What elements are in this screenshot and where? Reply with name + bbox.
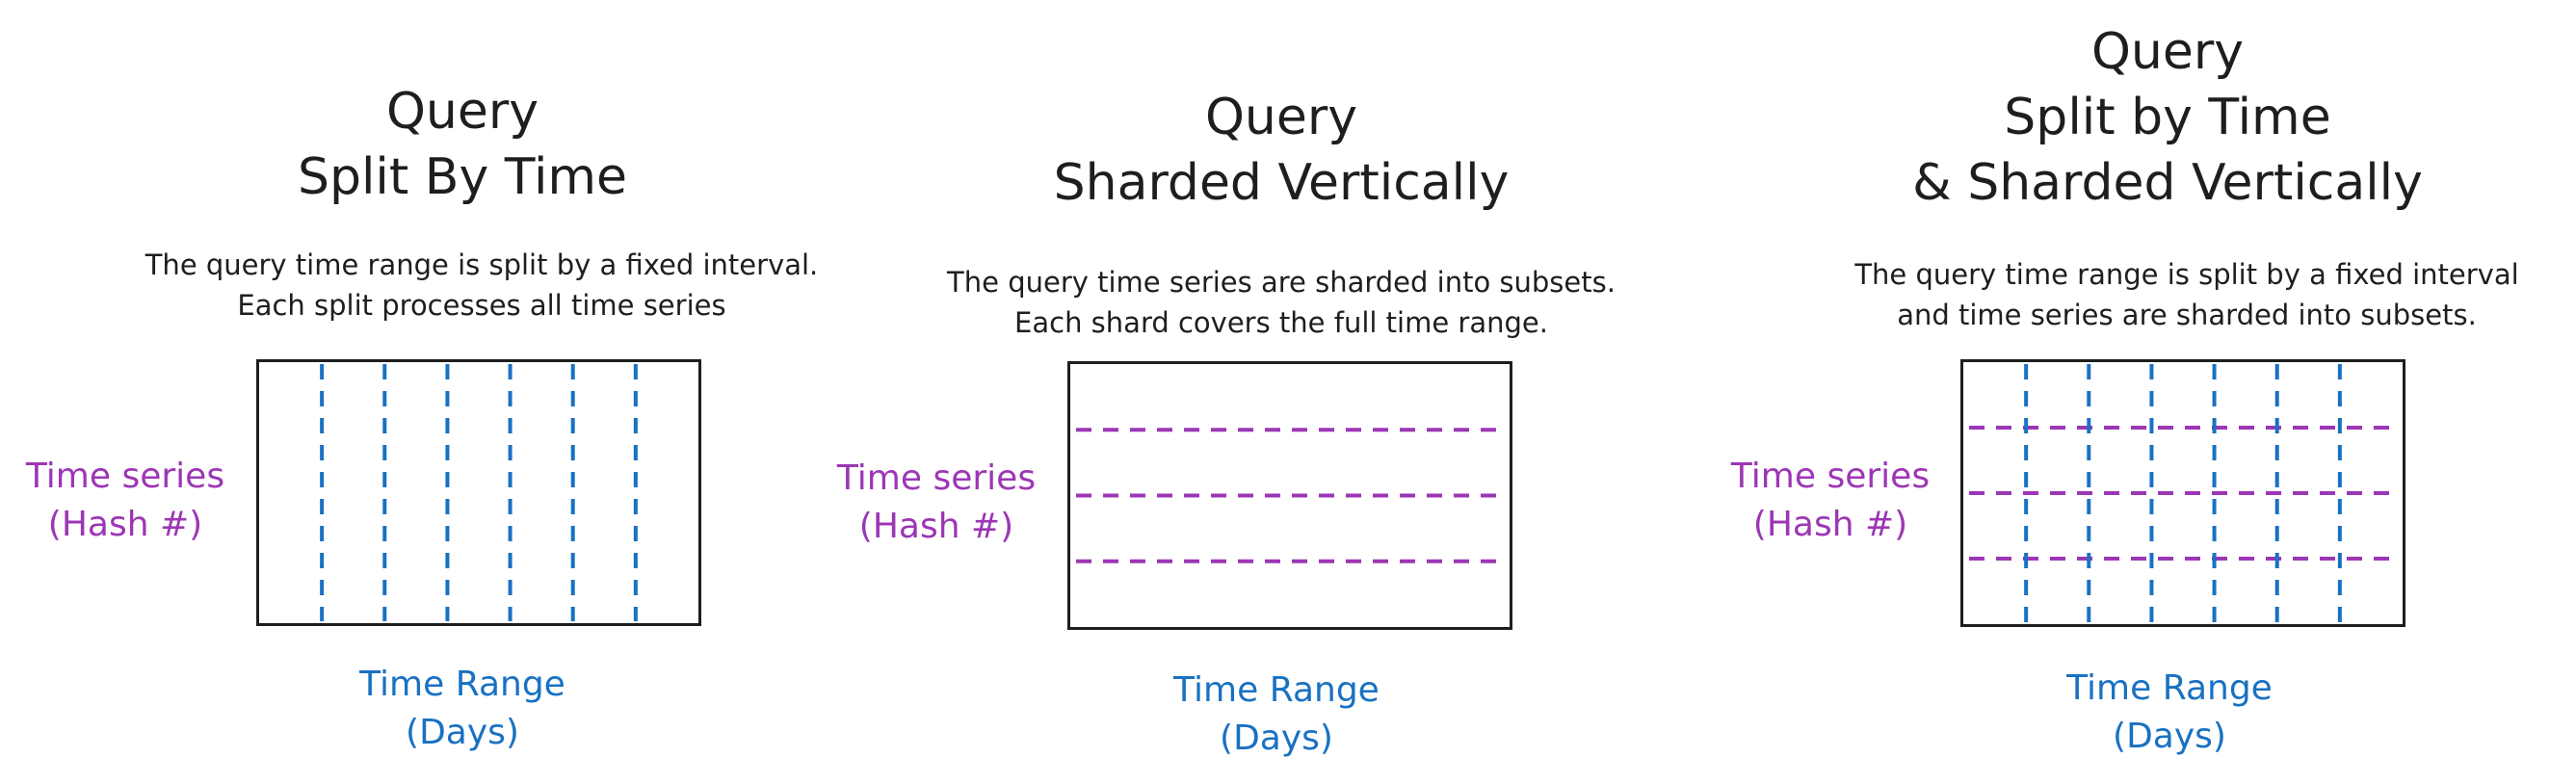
y-label-line: (Hash #)	[47, 505, 203, 544]
x-axis-label: Time Range (Days)	[318, 661, 607, 757]
description-line: Each shard covers the full time range.	[1014, 306, 1548, 339]
title-line: Query	[385, 83, 539, 141]
split-and-shard-lines	[1969, 364, 2397, 622]
panel-title: Query Split by Time & Sharded Vertically	[1898, 19, 2437, 216]
x-label-line: (Days)	[406, 713, 519, 752]
y-axis-label: Time series (Hash #)	[10, 453, 241, 549]
panel-title: Query Sharded Vertically	[1021, 85, 1541, 216]
x-axis-label: Time Range (Days)	[2025, 665, 2314, 761]
description-line: Each split processes all time series	[237, 289, 726, 322]
y-axis-label: Time series (Hash #)	[821, 455, 1052, 551]
title-line: Query	[1204, 89, 1358, 146]
x-label-line: (Days)	[2113, 717, 2226, 756]
query-box	[256, 359, 701, 626]
split-lines	[320, 364, 638, 621]
panel-description: The query time series are sharded into s…	[886, 262, 1676, 343]
title-line: Sharded Vertically	[1053, 154, 1510, 212]
x-label-line: Time Range	[2066, 668, 2273, 708]
y-label-line: Time series	[25, 457, 225, 496]
query-box	[1067, 361, 1512, 630]
title-line: & Sharded Vertically	[1912, 154, 2423, 212]
shard-lines	[1076, 428, 1504, 563]
title-line: Query	[2090, 23, 2245, 81]
x-label-line: Time Range	[359, 665, 565, 704]
panel-title: Query Split By Time	[289, 79, 636, 210]
query-box	[1960, 359, 2405, 627]
description-line: and time series are sharded into subsets…	[1897, 299, 2477, 331]
title-line: Split by Time	[2004, 89, 2331, 146]
y-label-line: Time series	[836, 458, 1037, 498]
y-label-line: (Hash #)	[858, 507, 1014, 546]
y-label-line: Time series	[1730, 457, 1931, 496]
y-axis-label: Time series (Hash #)	[1715, 453, 1946, 549]
x-label-line: Time Range	[1173, 670, 1380, 710]
x-label-line: (Days)	[1220, 719, 1333, 758]
title-line: Split By Time	[297, 148, 628, 206]
panel-description: The query time range is split by a fixed…	[67, 245, 896, 326]
y-label-line: (Hash #)	[1752, 505, 1908, 544]
description-line: The query time range is split by a fixed…	[1854, 258, 2519, 291]
description-line: The query time series are sharded into s…	[947, 266, 1616, 299]
description-line: The query time range is split by a fixed…	[145, 248, 819, 281]
panel-description: The query time range is split by a fixed…	[1811, 254, 2563, 335]
x-axis-label: Time Range (Days)	[1132, 666, 1421, 763]
